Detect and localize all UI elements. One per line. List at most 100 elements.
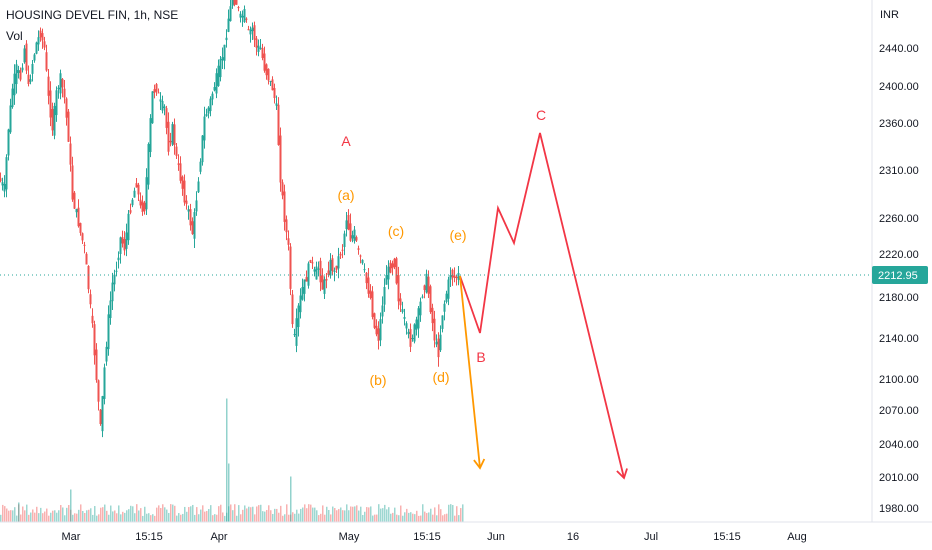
volume-bar (166, 509, 168, 522)
projection-orange (459, 275, 486, 470)
volume-bar (252, 506, 254, 522)
candle-body (435, 341, 438, 345)
volume-bar (178, 513, 180, 522)
candle-body (129, 210, 132, 213)
volume-bar (274, 508, 276, 522)
last-price-badge (872, 266, 928, 285)
candle-body (313, 269, 316, 272)
candle-body (211, 93, 214, 100)
candle-body (207, 107, 210, 114)
volume-bar (208, 509, 210, 522)
volume-bar (418, 515, 420, 522)
candle-body (55, 90, 58, 116)
volume-bar (232, 510, 234, 522)
candle-body (187, 209, 190, 212)
volume-bar (4, 506, 6, 522)
volume-bar (238, 505, 240, 522)
candle-body (25, 43, 28, 71)
volume-bar (458, 515, 460, 522)
volume-bar (220, 504, 222, 522)
candle-body (159, 99, 162, 102)
volume-bar (132, 506, 134, 522)
candle-body (347, 215, 350, 230)
volume-bar (446, 513, 448, 522)
candle-body (145, 177, 148, 210)
candle-body (293, 334, 296, 336)
price-tick-label: 2180.00 (879, 292, 919, 304)
candle-body (9, 105, 12, 133)
candle-body (123, 238, 126, 251)
time-tick-label: 15:15 (713, 531, 741, 543)
candle-body (213, 87, 216, 91)
volume-bar (402, 515, 404, 522)
volume-bar (436, 515, 438, 522)
candle-body (139, 199, 142, 206)
candle-body (419, 301, 422, 316)
volume-bar (86, 510, 88, 522)
candle-body (323, 279, 326, 294)
volume-bar (76, 513, 78, 522)
volume-bar (396, 514, 398, 522)
candle-body (67, 111, 70, 142)
candle-body (77, 207, 80, 227)
volume-bar (222, 512, 224, 522)
candle-body (203, 116, 206, 141)
candle-body (403, 316, 406, 319)
volume-bar (442, 515, 444, 522)
volume-bar (432, 514, 434, 522)
candle-body (301, 287, 304, 300)
volume-bar (42, 513, 44, 522)
candle-body (185, 200, 188, 204)
volume-bar (364, 511, 366, 522)
candle-body (267, 68, 270, 81)
volume-bar (254, 514, 256, 522)
volume-bar (176, 515, 178, 522)
volume-bar (84, 513, 86, 522)
volume-bar (196, 507, 198, 522)
candle-body (169, 140, 172, 143)
volume-bar (34, 512, 36, 522)
volume-bar (342, 510, 344, 522)
candle-body (35, 42, 38, 54)
volume-bar (28, 514, 30, 522)
candle-body (127, 213, 130, 241)
candle-body (121, 237, 124, 244)
volume-bar (410, 512, 412, 522)
volume-bar (328, 510, 330, 522)
volume-bar (420, 515, 422, 522)
volume-bar (344, 510, 346, 522)
candle-body (365, 272, 368, 284)
candle-body (361, 259, 364, 264)
candle-body (53, 105, 56, 136)
candle-body (221, 57, 224, 61)
volume-bar (44, 511, 46, 522)
candle-body (37, 37, 40, 45)
volume-bar (378, 504, 380, 522)
candle-body (353, 229, 356, 242)
volume-bar (150, 515, 152, 522)
volume-bar (154, 515, 156, 522)
candle-body (237, 7, 240, 9)
volume-bar (340, 507, 342, 522)
volume-bar (216, 514, 218, 522)
candle-body (451, 269, 454, 278)
candle-body (43, 41, 46, 48)
volume-bar (268, 505, 270, 522)
candle-body (391, 263, 394, 269)
candle-body (375, 325, 378, 335)
volume-bar (156, 507, 158, 522)
volume-bar (160, 507, 162, 522)
projection-red (459, 132, 628, 480)
price-tick-label: 2010.00 (879, 472, 919, 484)
candle-body (445, 293, 448, 302)
volume-bar (38, 513, 40, 522)
candle-body (161, 100, 164, 111)
volume-spike (228, 463, 230, 522)
volume-bar (450, 504, 452, 522)
candle-body (95, 349, 98, 381)
volume-bar (124, 512, 126, 522)
candle-body (399, 298, 402, 306)
volume-bar (218, 506, 220, 522)
candle-body (135, 183, 138, 188)
